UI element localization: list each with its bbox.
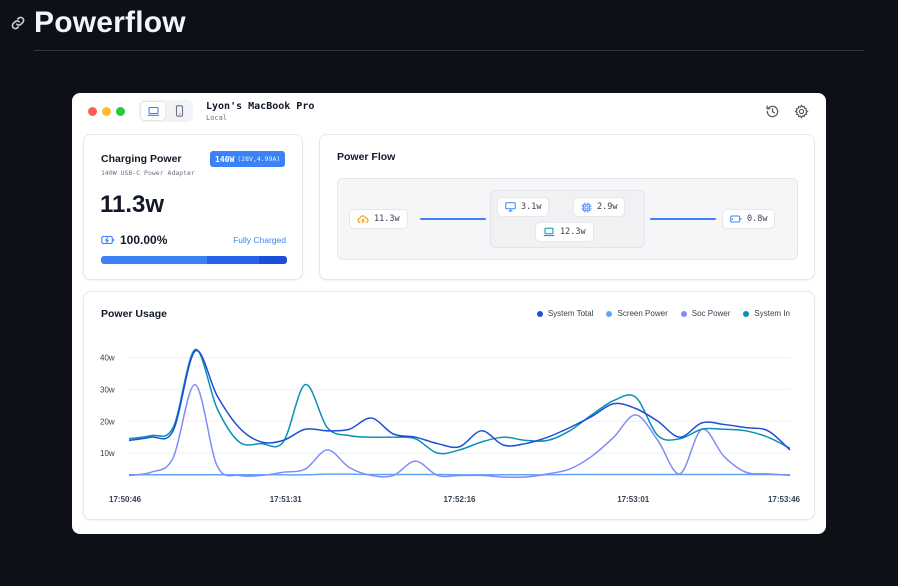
link-icon[interactable] bbox=[10, 15, 26, 31]
battery-charging-icon bbox=[101, 235, 115, 245]
flow-consumers-group: 3.1w 2.9w bbox=[490, 190, 645, 248]
laptop-system-icon bbox=[543, 227, 555, 237]
phone-mode-button[interactable] bbox=[167, 102, 191, 120]
cpu-icon bbox=[581, 202, 592, 213]
charging-power-value: 11.3w bbox=[100, 191, 165, 218]
gear-icon[interactable] bbox=[793, 103, 809, 119]
legend-item-system-in[interactable]: System In bbox=[743, 309, 790, 318]
flow-line-input bbox=[420, 218, 486, 220]
flow-battery-value: 0.8w bbox=[747, 214, 768, 224]
series-line-system-in bbox=[128, 348, 791, 455]
legend-item-system-total[interactable]: System Total bbox=[536, 309, 594, 318]
flow-system-value: 12.3w bbox=[560, 227, 586, 237]
y-tick-label: 40w bbox=[100, 354, 115, 363]
power-flow-diagram: 11.3w 3.1w bbox=[337, 178, 798, 260]
legend-item-soc-power[interactable]: Soc Power bbox=[680, 309, 731, 318]
legend-dot bbox=[743, 310, 750, 317]
close-window-button[interactable] bbox=[88, 107, 97, 116]
x-tick-label: 17:53:01 bbox=[617, 495, 650, 504]
y-tick-label: 20w bbox=[100, 417, 115, 426]
legend-label: System Total bbox=[547, 309, 594, 318]
flow-screen-value: 3.1w bbox=[521, 202, 542, 212]
device-toggle bbox=[139, 100, 193, 122]
series-line-system-total bbox=[128, 350, 791, 451]
app-window: Lyon's MacBook Pro Local Charging Power … bbox=[72, 93, 826, 534]
y-tick-label: 10w bbox=[100, 449, 115, 458]
legend-item-screen-power[interactable]: Screen Power bbox=[606, 309, 668, 318]
legend-dot bbox=[606, 310, 613, 317]
cloud-input-icon bbox=[357, 214, 369, 224]
legend-label: System In bbox=[754, 309, 790, 318]
monitor-icon bbox=[505, 202, 516, 212]
laptop-mode-button[interactable] bbox=[141, 102, 165, 120]
flow-soc-value: 2.9w bbox=[597, 202, 618, 212]
zoom-window-button[interactable] bbox=[116, 107, 125, 116]
minimize-window-button[interactable] bbox=[102, 107, 111, 116]
battery-icon bbox=[730, 215, 742, 223]
charging-power-card: Charging Power 140W (28V,4.99A) 140W USB… bbox=[83, 134, 303, 280]
adapter-name: 140W USB-C Power Adapter bbox=[101, 169, 195, 177]
heading-divider bbox=[34, 50, 864, 51]
flow-input-value: 11.3w bbox=[374, 214, 400, 224]
flow-screen-chip: 3.1w bbox=[497, 197, 550, 217]
page-heading: Powerflow bbox=[10, 6, 186, 40]
laptop-icon bbox=[147, 106, 160, 117]
x-tick-label: 17:53:46 bbox=[768, 495, 801, 504]
titlebar: Lyon's MacBook Pro Local bbox=[72, 93, 826, 129]
power-usage-card: Power Usage System Total Screen Power So… bbox=[83, 291, 815, 520]
legend-label: Soc Power bbox=[691, 309, 731, 318]
adapter-detail: (28V,4.99A) bbox=[237, 155, 281, 163]
adapter-watts: 140W bbox=[215, 154, 235, 164]
x-tick-label: 17:50:46 bbox=[109, 495, 142, 504]
device-location: Local bbox=[206, 114, 228, 122]
battery-progress-bar bbox=[101, 256, 287, 264]
x-tick-label: 17:52:16 bbox=[443, 495, 476, 504]
phone-icon bbox=[175, 105, 184, 117]
flow-input-chip: 11.3w bbox=[349, 209, 408, 229]
flow-soc-chip: 2.9w bbox=[573, 197, 626, 217]
device-name: Lyon's MacBook Pro bbox=[206, 101, 315, 112]
legend-dot bbox=[536, 310, 543, 317]
x-tick-label: 17:51:31 bbox=[270, 495, 303, 504]
power-flow-title: Power Flow bbox=[337, 151, 396, 163]
power-usage-title: Power Usage bbox=[101, 308, 167, 320]
series-line-soc-power bbox=[128, 383, 791, 479]
flow-battery-chip: 0.8w bbox=[722, 209, 776, 229]
battery-progress-fill-2 bbox=[207, 256, 260, 264]
history-icon[interactable] bbox=[764, 103, 780, 119]
page-title: Powerflow bbox=[34, 6, 186, 39]
battery-percent: 100.00% bbox=[120, 233, 168, 247]
legend-dot bbox=[680, 310, 687, 317]
legend-label: Screen Power bbox=[617, 309, 668, 318]
chart-legend: System Total Screen Power Soc Power Syst… bbox=[536, 309, 790, 318]
charging-power-title: Charging Power bbox=[101, 153, 182, 165]
power-flow-card: Power Flow 11.3w bbox=[319, 134, 815, 280]
battery-progress-fill-1 bbox=[101, 256, 208, 264]
battery-row: 100.00% bbox=[101, 233, 167, 247]
y-tick-label: 30w bbox=[100, 385, 115, 394]
battery-progress-fill-3 bbox=[259, 256, 287, 264]
charge-status: Fully Charged bbox=[233, 235, 286, 245]
adapter-badge: 140W (28V,4.99A) bbox=[210, 151, 286, 167]
flow-line-battery bbox=[650, 218, 716, 220]
flow-system-chip: 12.3w bbox=[535, 222, 594, 242]
power-usage-chart: 10w 20w 30w 40w 17:50:46 17:51:31 17:52:16 17:5… bbox=[100, 348, 801, 504]
